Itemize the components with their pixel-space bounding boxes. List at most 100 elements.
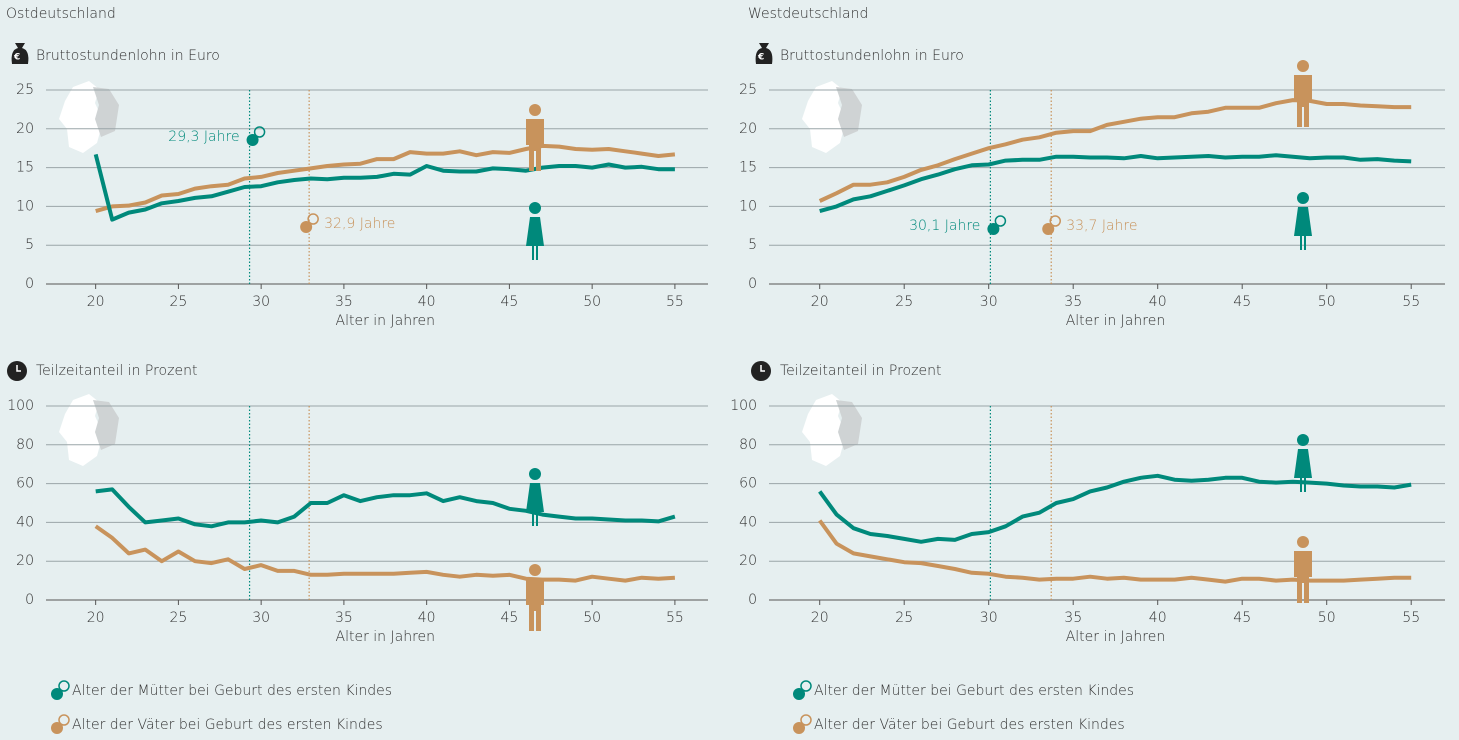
data-line (818, 473, 1412, 544)
x-tick-label: 45 (1233, 610, 1251, 626)
germany-map (93, 400, 119, 450)
data-line (95, 487, 676, 529)
age-marker-label: 32,9 Jahre (324, 216, 395, 232)
data-line (818, 98, 1412, 203)
x-axis-label: Alter in Jahren (1066, 629, 1166, 645)
person-icon (1294, 551, 1312, 603)
y-tick-label: 20 (739, 553, 757, 569)
money-icon (11, 43, 29, 64)
x-tick-label: 40 (418, 294, 436, 310)
person-icon (1297, 434, 1309, 446)
germany-map (93, 87, 119, 137)
x-tick-label: 55 (666, 294, 684, 310)
y-tick-label: 15 (16, 160, 34, 176)
x-tick-label: 20 (811, 610, 829, 626)
person-icon (1297, 536, 1309, 548)
clock-icon (16, 365, 21, 372)
person-icon (1294, 75, 1312, 127)
y-tick-label: 100 (7, 398, 34, 414)
x-tick-label: 30 (252, 294, 270, 310)
pacifier-icon (1042, 223, 1055, 235)
person-icon (1297, 60, 1309, 72)
y-tick-label: 20 (739, 121, 757, 137)
y-tick-label: 40 (16, 514, 34, 530)
x-tick-label: 20 (811, 294, 829, 310)
x-axis-label: Alter in Jahren (336, 313, 436, 329)
region-title: Westdeutschland (748, 6, 868, 22)
x-tick-label: 35 (1064, 610, 1082, 626)
x-tick-label: 50 (1318, 294, 1336, 310)
age-marker-label: 30,1 Jahre (909, 218, 980, 234)
y-tick-label: 10 (16, 198, 34, 214)
pacifier-icon (58, 680, 70, 692)
y-tick-label: 20 (16, 121, 34, 137)
x-tick-label: 50 (1318, 610, 1336, 626)
pacifier-icon (307, 213, 319, 225)
legend-label: Alter der Väter bei Geburt des ersten Ki… (814, 717, 1125, 733)
pacifier-icon (51, 722, 63, 734)
pacifier-icon (994, 215, 1007, 227)
pacifier-icon (987, 223, 1000, 235)
x-tick-label: 45 (500, 610, 518, 626)
person-icon (526, 217, 544, 260)
chart-subtitle: Teilzeitanteil in Prozent (780, 363, 941, 379)
x-tick-label: 40 (418, 610, 436, 626)
pacifier-icon (800, 680, 812, 692)
pacifier-icon (793, 722, 805, 734)
x-tick-label: 40 (1149, 610, 1167, 626)
y-tick-label: 25 (739, 82, 757, 98)
person-icon (529, 104, 541, 116)
x-tick-label: 55 (1402, 294, 1420, 310)
data-line (95, 143, 676, 214)
data-line (94, 524, 676, 583)
y-tick-label: 0 (748, 276, 757, 292)
y-tick-label: 100 (730, 398, 757, 414)
money-icon: € (757, 53, 764, 63)
x-axis-label: Alter in Jahren (1066, 313, 1166, 329)
person-icon (1294, 449, 1312, 492)
clock-icon (760, 365, 765, 372)
x-tick-label: 45 (1233, 294, 1251, 310)
x-tick-label: 35 (335, 610, 353, 626)
pacifier-icon (58, 714, 70, 726)
y-tick-label: 40 (739, 514, 757, 530)
x-tick-label: 30 (980, 294, 998, 310)
data-line (93, 153, 675, 222)
chart-subtitle: Teilzeitanteil in Prozent (36, 363, 197, 379)
y-tick-label: 15 (739, 160, 757, 176)
chart-subtitle: Bruttostundenlohn in Euro (780, 48, 964, 64)
person-icon (526, 483, 544, 526)
y-tick-label: 80 (16, 437, 34, 453)
x-tick-label: 25 (895, 610, 913, 626)
x-tick-label: 30 (252, 610, 270, 626)
person-icon (526, 119, 544, 171)
germany-map (802, 81, 846, 153)
x-tick-label: 20 (87, 610, 105, 626)
x-tick-label: 40 (1149, 294, 1167, 310)
x-tick-label: 35 (1064, 294, 1082, 310)
pacifier-icon (246, 134, 259, 146)
y-tick-label: 5 (748, 237, 757, 253)
pacifier-icon (51, 688, 63, 700)
legend-label: Alter der Väter bei Geburt des ersten Ki… (72, 717, 383, 733)
x-tick-label: 25 (895, 294, 913, 310)
y-tick-label: 0 (748, 592, 757, 608)
x-axis-label: Alter in Jahren (336, 629, 436, 645)
y-tick-label: 10 (739, 198, 757, 214)
person-icon (529, 468, 541, 480)
y-tick-label: 20 (16, 553, 34, 569)
x-tick-label: 50 (583, 610, 601, 626)
x-tick-label: 20 (87, 294, 105, 310)
legend-label: Alter der Mütter bei Geburt des ersten K… (72, 683, 392, 699)
germany-map (59, 394, 103, 466)
x-tick-label: 35 (335, 294, 353, 310)
x-tick-label: 25 (169, 294, 187, 310)
money-icon (755, 43, 773, 64)
pacifier-icon (800, 714, 812, 726)
person-icon (1297, 192, 1309, 204)
person-icon (529, 564, 541, 576)
y-tick-label: 5 (25, 237, 34, 253)
person-icon (526, 579, 544, 631)
age-marker-label: 33,7 Jahre (1066, 218, 1137, 234)
x-tick-label: 55 (666, 610, 684, 626)
